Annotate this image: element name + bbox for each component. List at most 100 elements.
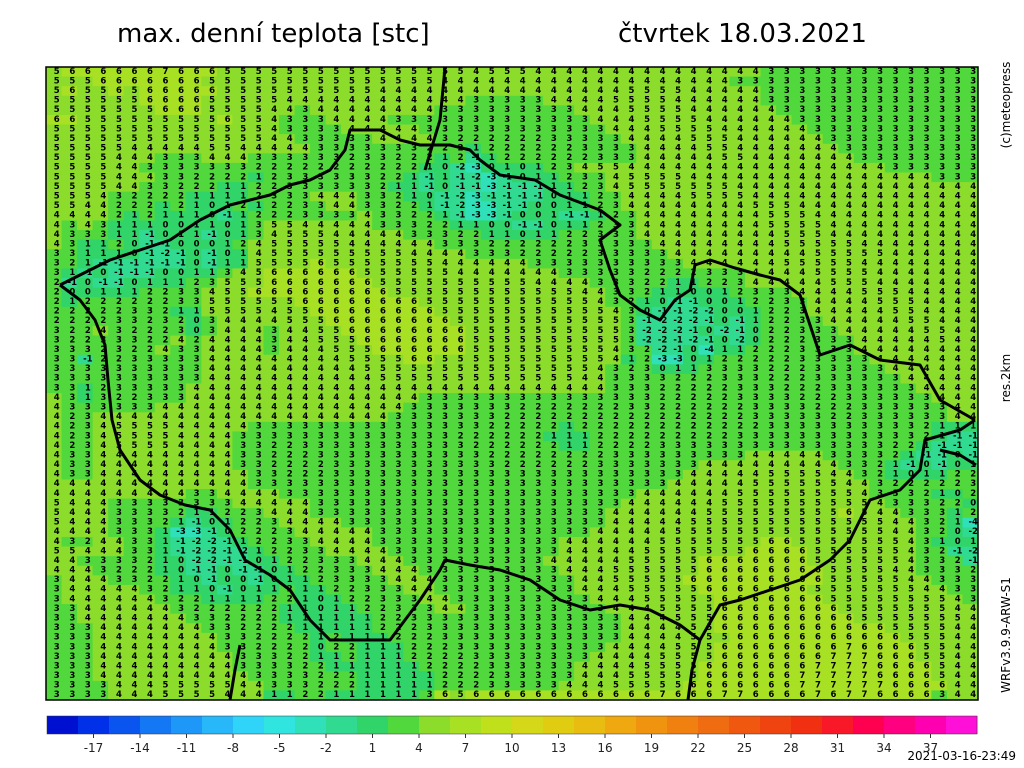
cell-value: 4 — [815, 201, 821, 211]
cell — [822, 95, 839, 106]
cell — [636, 220, 653, 231]
cell — [807, 105, 824, 116]
cell-value: 3 — [908, 153, 914, 163]
cell — [108, 220, 125, 231]
cell-value: 4 — [613, 76, 619, 86]
cell-value: 4 — [830, 191, 836, 201]
cell-value: 4 — [924, 191, 930, 201]
cell — [760, 105, 777, 116]
cell-value: 2 — [178, 201, 184, 211]
cell — [946, 124, 963, 135]
cell — [884, 201, 901, 212]
cell — [232, 201, 249, 212]
cell-value: 5 — [318, 86, 324, 96]
cell — [139, 134, 156, 145]
cell-value: 1 — [566, 201, 572, 211]
cell-value: 4 — [830, 220, 836, 230]
cell — [745, 220, 761, 231]
cell — [853, 124, 870, 135]
cell — [527, 220, 544, 231]
cell — [636, 191, 653, 202]
cell — [620, 76, 637, 87]
cell-value: 2 — [147, 201, 153, 211]
cell-value: 5 — [784, 201, 790, 211]
cell-value: 4 — [737, 86, 743, 96]
cell — [294, 201, 311, 212]
cell — [791, 143, 808, 154]
cell-value: 3 — [458, 105, 464, 115]
cell — [822, 143, 839, 154]
cell-value: 5 — [349, 67, 355, 77]
cell-value: 4 — [644, 211, 650, 221]
cell-value: 4 — [753, 220, 759, 230]
cell — [434, 249, 451, 260]
cell — [729, 86, 746, 97]
cell — [356, 143, 373, 154]
cell-value: 4 — [566, 96, 572, 106]
cell — [776, 239, 792, 250]
cell-value: 4 — [675, 191, 681, 201]
cell-value: 3 — [489, 105, 495, 115]
cell-value: 5 — [333, 76, 339, 86]
cell-value: 4 — [691, 105, 697, 115]
cell-value: 3 — [815, 86, 821, 96]
cell — [77, 134, 93, 145]
cell — [869, 239, 886, 250]
cell-value: 5 — [54, 191, 60, 201]
cell-value: 4 — [597, 86, 603, 96]
cell-value: 3 — [613, 201, 619, 211]
cell — [776, 230, 792, 241]
cell — [341, 114, 358, 125]
cell — [869, 105, 886, 116]
cell — [558, 230, 575, 241]
cell-value: 5 — [69, 124, 75, 134]
cell — [77, 114, 93, 125]
cell-value: 4 — [955, 211, 961, 221]
cell — [745, 249, 761, 260]
cell-value: 2 — [256, 211, 262, 221]
cell-value: 5 — [271, 96, 277, 106]
cell — [605, 105, 622, 116]
cell-value: 3 — [924, 96, 930, 106]
cell-value: 3 — [194, 153, 200, 163]
cell — [216, 143, 233, 154]
cell — [946, 162, 963, 173]
cell — [465, 220, 482, 231]
cell-value: 4 — [924, 182, 930, 192]
cell — [139, 182, 156, 193]
cell — [729, 162, 746, 173]
cell — [232, 172, 249, 183]
cell-value: 5 — [256, 124, 262, 134]
cell-value: -1 — [145, 230, 155, 240]
cell — [605, 268, 622, 279]
cell-value: 3 — [597, 172, 603, 182]
cell-value: 2 — [520, 134, 526, 144]
cell — [869, 114, 886, 125]
cell — [869, 67, 886, 77]
cell — [434, 143, 451, 154]
cell — [449, 220, 466, 231]
cell — [372, 230, 389, 241]
cell — [636, 67, 653, 77]
cell-value: 6 — [147, 67, 153, 77]
cell-value: 4 — [737, 144, 743, 154]
cell-value: 4 — [939, 211, 945, 221]
cell-value: 5 — [116, 96, 122, 106]
cell-value: 4 — [691, 211, 697, 221]
cell-value: 3 — [970, 124, 976, 134]
cell-value: 3 — [970, 172, 976, 182]
cell — [838, 220, 855, 231]
cell-value: 2 — [535, 153, 541, 163]
cell — [776, 86, 792, 97]
cell-value: 3 — [893, 153, 899, 163]
cell-value: 4 — [799, 144, 805, 154]
cell-value: -1 — [534, 220, 544, 230]
cell-value: 5 — [69, 201, 75, 211]
cell — [884, 95, 901, 106]
cell-value: 3 — [939, 153, 945, 163]
cell — [512, 162, 528, 173]
cell — [294, 210, 311, 221]
cell — [605, 67, 622, 77]
cell-value: 3 — [939, 86, 945, 96]
